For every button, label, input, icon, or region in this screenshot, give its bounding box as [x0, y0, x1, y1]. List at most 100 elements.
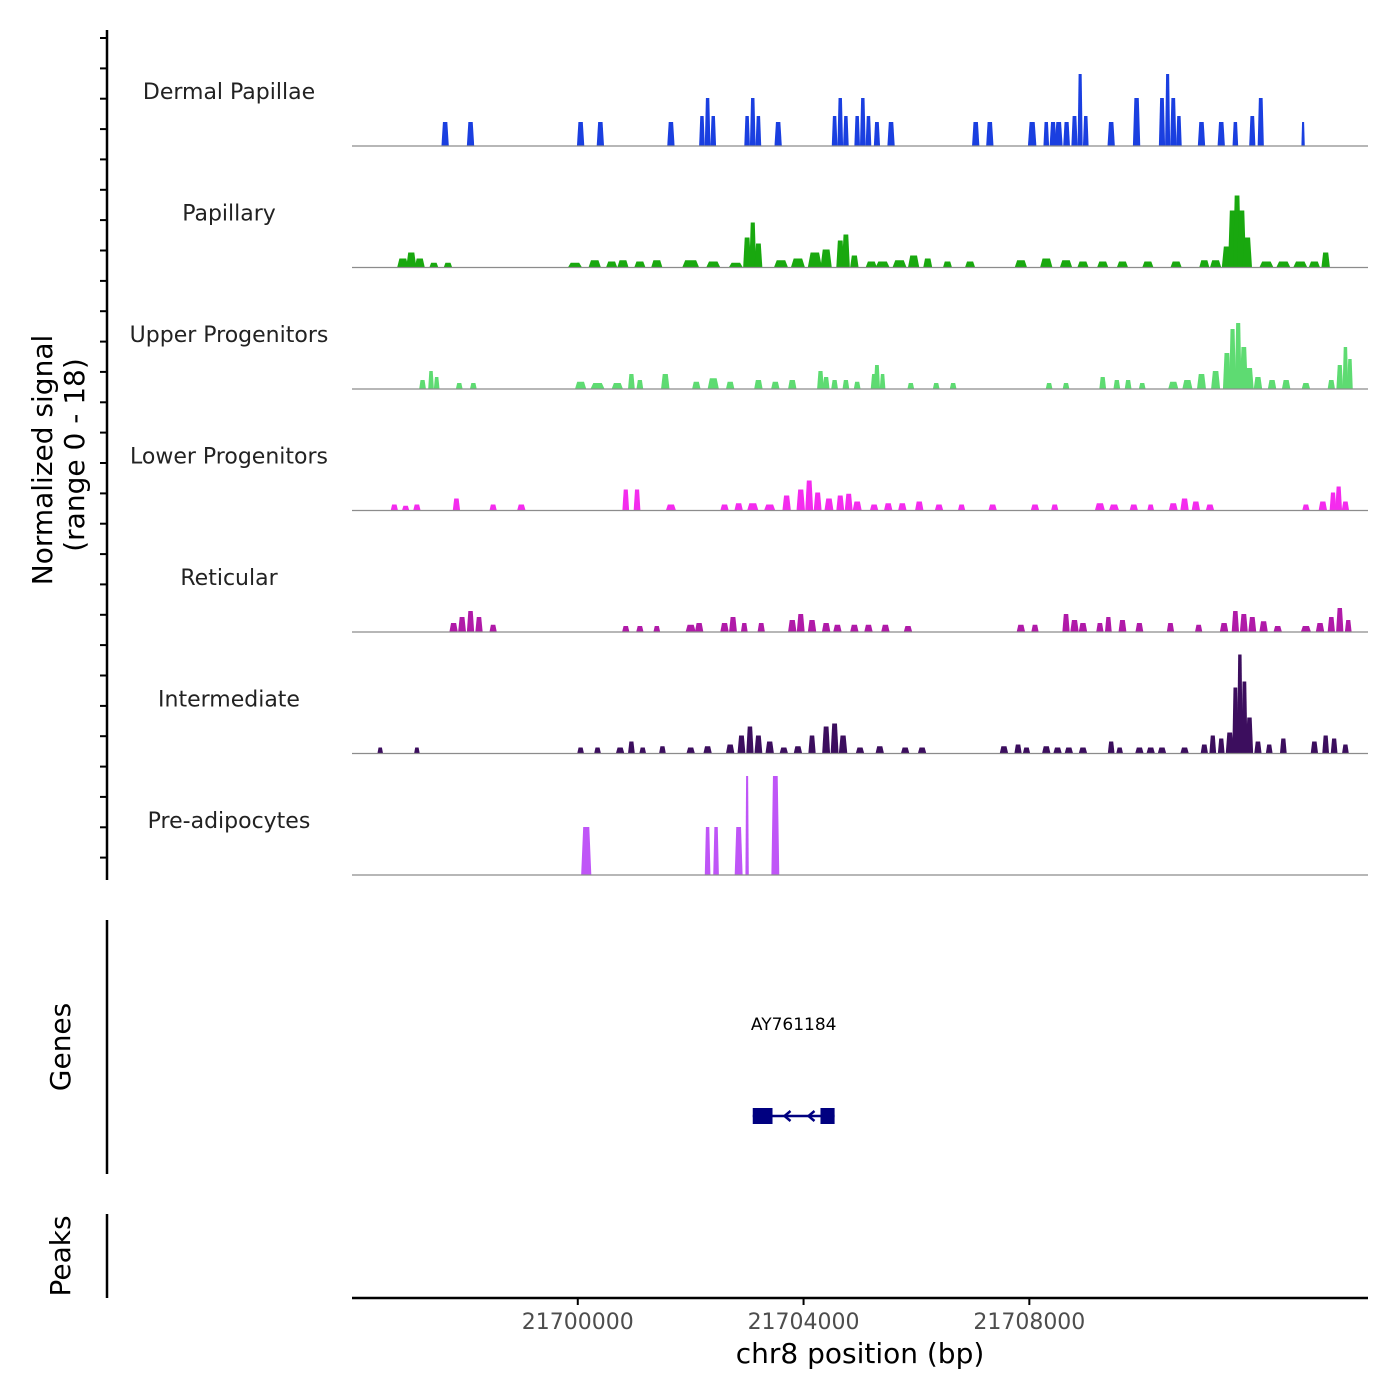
signal-peak-upper-progenitors-49	[1342, 347, 1349, 389]
gene-strand-arrow-1	[806, 1110, 816, 1122]
track-label-upper-progenitors: Upper Progenitors	[130, 323, 329, 348]
signal-peak-upper-progenitors-36	[1196, 374, 1206, 389]
signal-peak-intermediate-6	[639, 747, 647, 754]
signal-peak-papillary-37	[1142, 261, 1154, 268]
signal-peak-dermal-papillae-7	[710, 116, 717, 146]
genes-panel-title: Genes	[44, 1003, 77, 1091]
signal-peak-dermal-papillae-8	[744, 116, 750, 146]
signal-peak-dermal-papillae-27	[1071, 116, 1078, 146]
signal-peak-reticular-40	[1300, 626, 1311, 632]
signal-peak-reticular-26	[1070, 620, 1079, 632]
signal-peak-intermediate-26	[1014, 744, 1022, 754]
signal-peak-papillary-48	[1293, 261, 1308, 268]
signal-peak-papillary-28	[923, 258, 933, 268]
signal-peak-dermal-papillae-30	[1107, 122, 1115, 146]
signal-peak-intermediate-28	[1042, 746, 1051, 754]
signal-peak-lower-progenitors-29	[1051, 504, 1059, 511]
signal-peak-upper-progenitors-14	[754, 380, 763, 389]
signal-peak-dermal-papillae-41	[1301, 122, 1305, 146]
signal-peak-upper-progenitors-1	[428, 371, 434, 389]
signal-peak-lower-progenitors-31	[1108, 504, 1120, 511]
signal-peak-lower-progenitors-32	[1129, 504, 1138, 511]
signal-peak-intermediate-18	[822, 726, 831, 754]
signal-peak-lower-progenitors-12	[764, 504, 776, 511]
signal-peak-upper-progenitors-39	[1229, 329, 1236, 389]
signal-y-axis-title: Normalized signal	[26, 335, 59, 586]
signal-peak-intermediate-35	[1146, 747, 1155, 754]
signal-peak-reticular-25	[1062, 614, 1070, 632]
signal-peak-reticular-24	[1031, 624, 1039, 632]
signal-peak-dermal-papillae-19	[887, 122, 895, 146]
signal-peak-lower-progenitors-15	[805, 480, 814, 511]
signal-peak-lower-progenitors-13	[782, 495, 791, 511]
signal-peak-papillary-14	[743, 237, 752, 268]
signal-peak-dermal-papillae-20	[972, 122, 980, 146]
signal-peak-intermediate-33	[1116, 747, 1124, 754]
signal-peak-lower-progenitors-37	[1205, 504, 1215, 511]
track-label-pre-adipocytes: Pre-adipocytes	[148, 809, 311, 834]
signal-peak-upper-progenitors-8	[628, 374, 635, 389]
signal-peak-papillary-0	[397, 258, 409, 268]
signal-peak-papillary-16	[754, 243, 763, 268]
signal-peak-intermediate-10	[725, 744, 735, 754]
signal-peak-dermal-papillae-25	[1054, 122, 1063, 146]
signal-peak-dermal-papillae-0	[441, 122, 449, 146]
signal-peak-intermediate-16	[793, 746, 803, 754]
signal-peak-dermal-papillae-5	[699, 116, 705, 146]
signal-peak-dermal-papillae-15	[854, 116, 860, 146]
signal-peak-dermal-papillae-9	[749, 98, 756, 146]
signal-peak-reticular-37	[1248, 617, 1257, 632]
signal-peak-intermediate-31	[1078, 747, 1088, 754]
signal-peak-reticular-30	[1118, 620, 1127, 632]
signal-peak-dermal-papillae-2	[576, 122, 585, 146]
signal-peak-upper-progenitors-43	[1253, 377, 1263, 389]
signal-peak-reticular-5	[622, 626, 630, 632]
signal-peak-pre-adipocytes-5	[771, 776, 780, 875]
signal-peak-lower-progenitors-17	[824, 498, 834, 511]
signal-peak-reticular-3	[475, 617, 483, 632]
signal-peak-upper-progenitors-5	[574, 381, 587, 389]
signal-peak-intermediate-36	[1157, 747, 1167, 754]
signal-peak-reticular-29	[1104, 617, 1112, 632]
signal-peak-intermediate-50	[1322, 735, 1330, 754]
signal-peak-intermediate-43	[1237, 654, 1243, 754]
signal-peak-upper-progenitors-23	[873, 365, 881, 389]
signal-peak-reticular-44	[1344, 620, 1352, 632]
signal-peak-papillary-4	[443, 262, 453, 268]
signal-peak-upper-progenitors-24	[879, 374, 886, 389]
track-label-dermal-papillae: Dermal Papillae	[143, 80, 315, 105]
signal-peak-papillary-17	[773, 260, 789, 268]
track-label-intermediate: Intermediate	[158, 688, 300, 713]
signal-peak-lower-progenitors-0	[390, 504, 398, 511]
x-tick-label-0: 21700000	[522, 1310, 634, 1335]
signal-peak-lower-progenitors-27	[988, 504, 997, 511]
signal-peak-lower-progenitors-34	[1168, 503, 1178, 511]
signal-peak-dermal-papillae-31	[1132, 98, 1141, 146]
signal-peak-reticular-21	[881, 624, 890, 632]
signal-peak-intermediate-23	[900, 747, 910, 754]
signal-peak-papillary-34	[1077, 261, 1089, 268]
signal-peak-lower-progenitors-36	[1191, 501, 1201, 511]
signal-peak-lower-progenitors-11	[747, 503, 759, 511]
signal-peak-papillary-11	[682, 260, 700, 268]
signal-peak-dermal-papillae-32	[1158, 98, 1166, 146]
track-lower-progenitors: Lower Progenitors	[130, 445, 1368, 512]
signal-peak-upper-progenitors-38	[1222, 353, 1231, 389]
signal-peak-reticular-31	[1135, 623, 1144, 632]
signal-peak-dermal-papillae-36	[1197, 122, 1206, 146]
signal-peak-papillary-10	[651, 260, 663, 268]
signal-peak-papillary-26	[892, 260, 907, 268]
signal-peak-dermal-papillae-17	[865, 116, 872, 146]
signal-peak-lower-progenitors-10	[734, 503, 743, 511]
signal-peak-upper-progenitors-11	[692, 381, 701, 389]
signal-peak-lower-progenitors-22	[883, 503, 893, 511]
signal-peak-dermal-papillae-29	[1082, 116, 1089, 146]
signal-peak-intermediate-20	[838, 735, 848, 754]
signal-peak-upper-progenitors-13	[725, 381, 735, 389]
signal-peak-lower-progenitors-42	[1341, 501, 1350, 511]
signal-peak-reticular-19	[850, 624, 859, 632]
track-pre-adipocytes: Pre-adipocytes	[148, 776, 1368, 876]
signal-peak-pre-adipocytes-1	[704, 827, 711, 875]
signal-peak-upper-progenitors-9	[636, 380, 644, 389]
signal-peak-reticular-9	[694, 623, 704, 632]
